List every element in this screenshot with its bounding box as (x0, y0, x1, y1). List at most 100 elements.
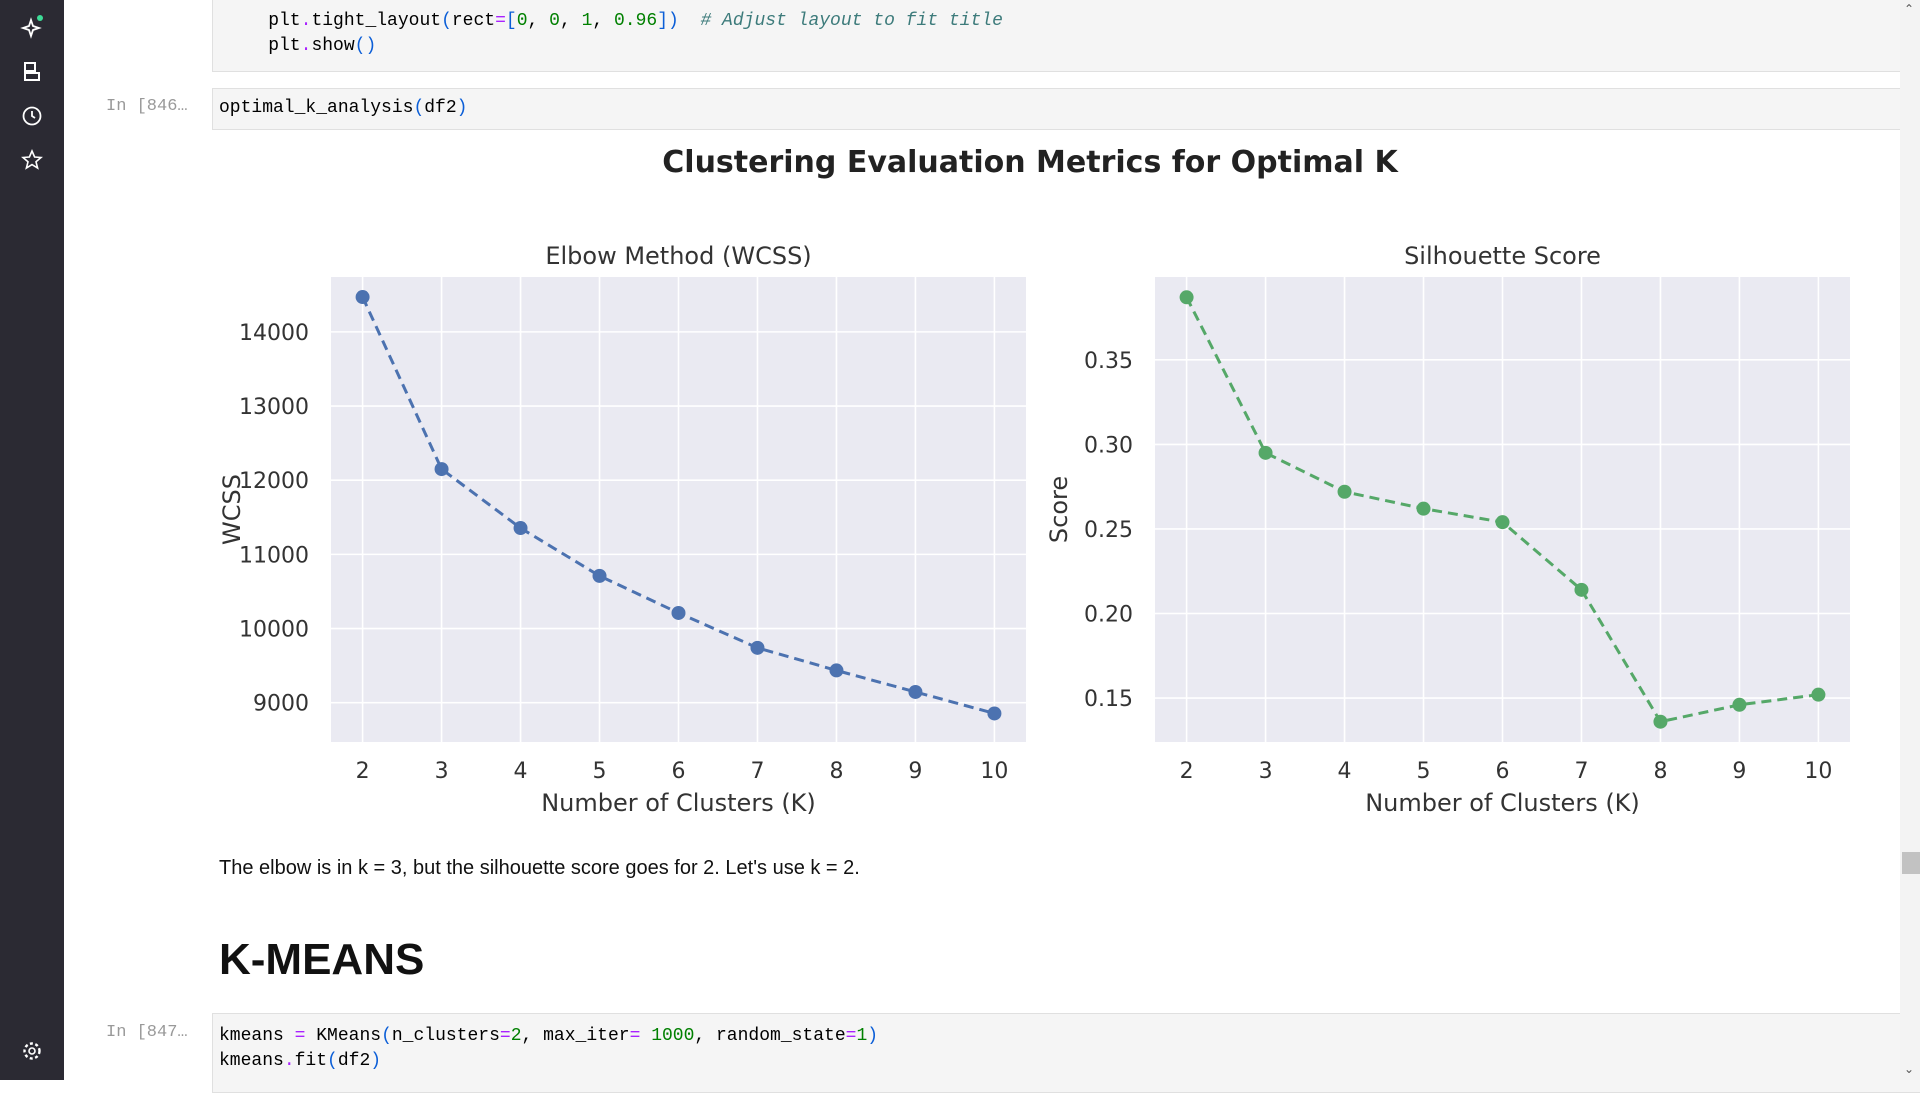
code-token: , (527, 11, 550, 31)
section-heading: K-MEANS (219, 935, 425, 984)
code-token: df2 (424, 98, 457, 118)
sparkle-icon[interactable] (18, 13, 46, 41)
code-line: optimal_k_analysis(df2) (219, 96, 1920, 121)
x-tick-label: 6 (672, 759, 686, 784)
elbow-chart: 2 3 4 5 6 7 8 9 10 9000 10000 11000 12000 13000 14000 E… (218, 242, 1026, 817)
y-tick-label: 10000 (239, 618, 309, 643)
code-token: () (354, 36, 377, 56)
code-token: # Adjust layout to fit title (700, 11, 1003, 31)
code-token: 1000 (651, 1026, 695, 1046)
code-token: ( (413, 98, 425, 118)
data-point (750, 640, 765, 655)
code-token: ) (370, 1051, 382, 1071)
code-token: ( (381, 1026, 392, 1046)
x-tick-label: 2 (1180, 759, 1194, 784)
code-token: ( (441, 11, 452, 31)
clock-icon[interactable] (18, 102, 46, 130)
notebook-area: plt.tight_layout(rect=[0, 0, 1, 0.96]) #… (64, 0, 1920, 1093)
y-tick-label: 11000 (239, 543, 309, 568)
y-tick-label: 0.20 (1084, 602, 1133, 627)
code-token: ) (867, 1026, 879, 1046)
y-tick-label: 0.15 (1084, 687, 1133, 712)
code-line: kmeans = KMeans(n_clusters=2, max_iter= … (219, 1024, 1920, 1049)
code-line: plt.tight_layout(rect=[0, 0, 1, 0.96]) #… (225, 9, 1920, 34)
y-axis-label: Score (1045, 476, 1073, 543)
y-tick-label: 9000 (253, 692, 309, 717)
code-editor[interactable]: plt.tight_layout(rect=[0, 0, 1, 0.96]) #… (225, 9, 1920, 59)
code-token: kmeans (219, 1051, 284, 1071)
code-token: plt (225, 36, 301, 56)
data-point (1337, 484, 1352, 499)
code-token: KMeans (305, 1026, 382, 1046)
x-tick-label: 9 (1732, 759, 1746, 784)
code-token: ) (668, 11, 679, 31)
code-token: fit (294, 1051, 328, 1071)
data-point (513, 521, 528, 536)
code-token: ] (657, 11, 669, 31)
data-point (1258, 445, 1273, 460)
code-token: show (311, 36, 355, 56)
data-point (829, 663, 844, 678)
code-token: 2 (510, 1026, 522, 1046)
x-tick-label: 2 (356, 759, 370, 784)
figure-suptitle: Clustering Evaluation Metrics for Optima… (662, 145, 1399, 180)
data-point (1653, 714, 1668, 729)
data-point (1179, 290, 1194, 305)
data-point (1732, 697, 1747, 712)
code-token: = (294, 1026, 306, 1046)
code-token: 1 (581, 11, 593, 31)
silhouette-chart: 2 3 4 5 6 7 8 9 10 0.15 0.20 0.25 0.30 0.35 Silhouette… (1045, 242, 1850, 817)
x-axis-label: Number of Clusters (K) (1365, 789, 1640, 817)
code-editor[interactable]: optimal_k_analysis(df2) (219, 96, 1920, 121)
y-tick-label: 14000 (239, 321, 309, 346)
x-tick-label: 5 (593, 759, 607, 784)
code-editor[interactable]: kmeans = KMeans(n_clusters=2, max_iter= … (219, 1024, 1920, 1074)
code-token: . (300, 11, 312, 31)
code-token: . (283, 1051, 295, 1071)
data-point (1811, 687, 1826, 702)
data-point (1495, 515, 1510, 530)
code-token: df2 (337, 1051, 371, 1071)
scrollbar-thumb[interactable] (1902, 852, 1920, 874)
code-token: , max_iter (521, 1026, 630, 1046)
code-token: , random_state (694, 1026, 846, 1046)
x-axis-label: Number of Clusters (K) (541, 789, 816, 817)
code-token: n_clusters (391, 1026, 500, 1046)
x-tick-label: 10 (980, 759, 1008, 784)
activity-sidebar (0, 0, 64, 1080)
code-cell-previous[interactable]: plt.tight_layout(rect=[0, 0, 1, 0.96]) #… (212, 0, 1920, 72)
code-token: tight_layout (311, 11, 442, 31)
y-axis-label: WCSS (218, 474, 246, 545)
x-tick-label: 7 (1574, 759, 1588, 784)
figure-output: Clustering Evaluation Metrics for Optima… (218, 145, 1850, 817)
data-point (1574, 582, 1589, 597)
code-cell-kmeans[interactable]: kmeans = KMeans(n_clusters=2, max_iter= … (212, 1013, 1920, 1093)
code-token (640, 1026, 651, 1046)
gear-icon[interactable] (18, 1037, 46, 1065)
data-point (908, 684, 923, 699)
code-token: 0.96 (613, 11, 658, 31)
x-tick-label: 3 (435, 759, 449, 784)
code-token: plt (225, 11, 301, 31)
scroll-up-icon[interactable]: ⌃ (1904, 2, 1915, 16)
star-icon[interactable] (18, 146, 46, 174)
save-icon[interactable] (18, 58, 46, 86)
y-tick-label: 0.25 (1084, 518, 1133, 543)
y-tick-label: 0.35 (1084, 349, 1133, 374)
data-point (592, 568, 607, 583)
code-token: , (592, 11, 614, 31)
code-token: kmeans (219, 1026, 295, 1046)
subplot-title: Elbow Method (WCSS) (545, 242, 811, 270)
vertical-scrollbar[interactable]: ⌃ ⌄ (1900, 0, 1920, 1080)
scroll-down-icon[interactable]: ⌄ (1904, 1062, 1915, 1076)
code-token: , (559, 11, 582, 31)
code-token: rect (451, 11, 496, 31)
y-tick-label: 13000 (239, 395, 309, 420)
x-tick-label: 4 (514, 759, 528, 784)
x-tick-label: 3 (1259, 759, 1273, 784)
x-tick-label: 10 (1804, 759, 1832, 784)
code-cell-analysis[interactable]: optimal_k_analysis(df2) (212, 88, 1920, 130)
x-tick-label: 6 (1496, 759, 1510, 784)
x-tick-label: 8 (1653, 759, 1667, 784)
data-point (434, 462, 449, 477)
